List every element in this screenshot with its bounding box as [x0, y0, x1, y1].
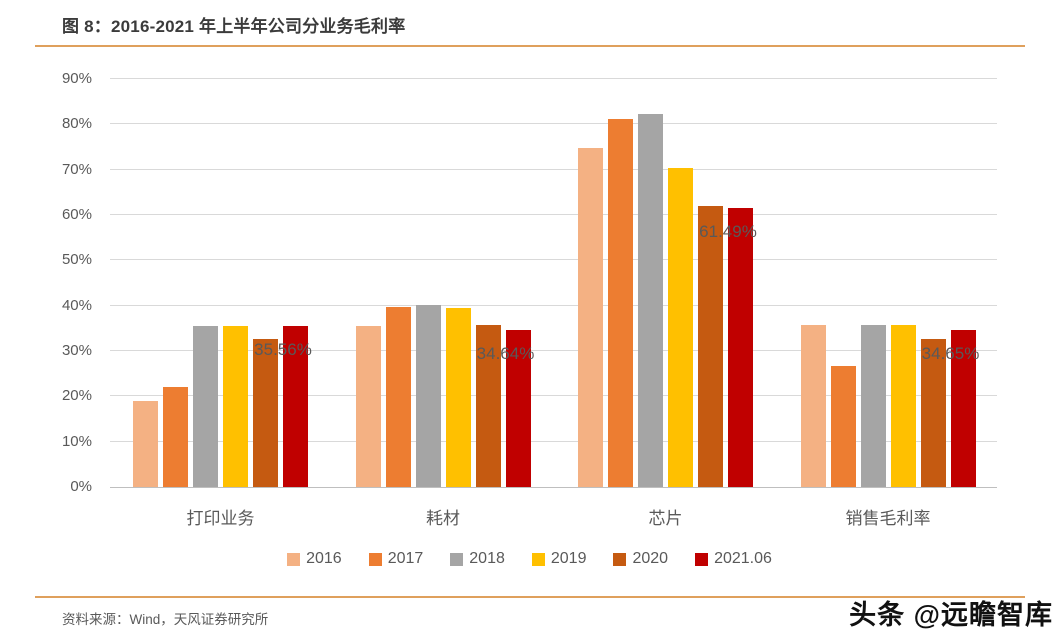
watermark: 头条 @远瞻智库	[849, 600, 1053, 630]
bar-2020-芯片	[698, 205, 723, 487]
y-axis-tick-label: 40%	[61, 296, 92, 314]
footer-divider	[35, 596, 1025, 598]
bar-2021.06-耗材	[505, 329, 531, 487]
legend-swatch	[368, 552, 382, 566]
gridline	[110, 395, 997, 397]
figure-title: 图 8：2016-2021 年上半年公司分业务毛利率	[62, 17, 406, 36]
bar-2018-芯片	[638, 114, 663, 487]
data-label: 61.49%	[699, 222, 757, 242]
legend-label: 2018	[469, 550, 505, 567]
legend-swatch	[531, 552, 545, 566]
y-axis-tick-label: 80%	[61, 115, 92, 133]
y-axis-tick-label: 10%	[61, 432, 92, 450]
bar-2019-销售毛利率	[890, 325, 916, 487]
legend-swatch	[450, 552, 464, 566]
bar-2017-销售毛利率	[830, 365, 856, 487]
bar-2019-耗材	[445, 308, 471, 487]
legend-label: 2017	[387, 550, 424, 567]
legend-item-2021.06: 2021.06	[695, 550, 772, 568]
gridline	[110, 214, 997, 215]
bar-2020-打印业务	[253, 338, 278, 487]
y-axis-tick-label: 90%	[61, 70, 92, 87]
y-axis-tick-label: 20%	[61, 387, 92, 405]
title-divider	[35, 45, 1025, 47]
x-axis-category-label: 打印业务	[186, 509, 255, 528]
grouped-bar-chart: 35.56% 34.64% 61.49% 34.65% 0% 10% 20% 30% 40% 5…	[0, 70, 1059, 568]
legend-item-2020: 2020	[613, 550, 668, 568]
gridline	[110, 259, 997, 261]
x-axis-category-label: 芯片	[648, 509, 683, 528]
data-label: 34.64%	[476, 343, 535, 363]
y-axis-tick-label: 50%	[61, 251, 92, 269]
y-axis-tick-label: 70%	[61, 160, 92, 178]
data-label: 34.65%	[921, 343, 980, 363]
bar-2017-芯片	[608, 118, 633, 487]
y-axis-tick-label: 0%	[70, 478, 92, 495]
gridline	[110, 78, 997, 79]
bar-2018-耗材	[415, 304, 441, 487]
plot-area: 35.56% 34.64% 61.49% 34.65%	[110, 78, 997, 488]
gridline	[110, 123, 997, 125]
legend-swatch	[287, 552, 301, 566]
legend-item-2018: 2018	[450, 550, 505, 568]
legend-label: 2019	[550, 550, 587, 567]
legend-item-2017: 2017	[368, 550, 424, 568]
bar-2016-打印业务	[133, 400, 158, 487]
data-label: 35.56%	[254, 339, 312, 359]
bar-2019-芯片	[668, 168, 693, 487]
legend-label: 2016	[306, 550, 342, 567]
y-axis-tick-label: 60%	[61, 206, 92, 223]
source-note: 资料来源：Wind，天风证券研究所	[62, 612, 269, 627]
bar-2019-打印业务	[223, 326, 248, 487]
legend-label: 2020	[632, 550, 669, 567]
bar-2016-耗材	[355, 326, 381, 487]
bar-2018-销售毛利率	[860, 324, 886, 487]
gridline	[110, 350, 997, 351]
bar-2017-耗材	[385, 307, 411, 487]
x-axis-category-label: 耗材	[426, 509, 460, 528]
bar-2021.06-销售毛利率	[950, 329, 976, 487]
bar-2016-销售毛利率	[800, 325, 826, 487]
legend-item-2016: 2016	[287, 550, 342, 568]
gridline	[110, 168, 997, 170]
gridline	[110, 440, 997, 442]
bar-2020-销售毛利率	[920, 338, 946, 487]
legend-swatch	[613, 552, 627, 566]
bar-2020-耗材	[475, 325, 501, 487]
y-axis-tick-label: 30%	[61, 342, 92, 359]
bar-2021.06-打印业务	[283, 325, 308, 487]
legend-item-2019: 2019	[531, 550, 587, 568]
bar-2016-芯片	[578, 147, 603, 487]
legend-swatch	[695, 552, 709, 566]
x-axis-category-label: 销售毛利率	[845, 509, 931, 528]
bar-2017-打印业务	[163, 387, 188, 487]
bar-2018-打印业务	[193, 326, 218, 487]
gridline	[110, 304, 997, 306]
bar-2021.06-芯片	[728, 208, 753, 487]
chart-legend: 2016 2017 2018 2019 2020 2021.06	[0, 550, 1059, 568]
legend-label: 2021.06	[714, 550, 772, 567]
